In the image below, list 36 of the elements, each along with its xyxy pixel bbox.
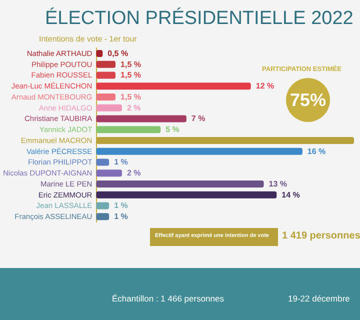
- data-label: 1 %: [114, 158, 128, 167]
- bar: [96, 126, 161, 134]
- bar: [96, 136, 354, 144]
- data-label: 1,5 %: [120, 70, 141, 80]
- text: 19-22 décembre: [288, 294, 350, 304]
- bar: [96, 202, 110, 210]
- bar: [96, 213, 110, 220]
- bar: [96, 60, 116, 68]
- data-label: 2 %: [126, 103, 141, 112]
- bar: [96, 170, 122, 177]
- bar: [96, 115, 186, 122]
- data-label: 1 %: [114, 201, 128, 210]
- data-label: 16 %: [307, 146, 326, 156]
- data-label: 1,5 %: [120, 92, 141, 102]
- data-label: 14 %: [282, 190, 300, 200]
- data-label: 7 %: [191, 114, 206, 124]
- annotation: 75%: [290, 90, 326, 110]
- bar: [96, 148, 302, 155]
- bar: [96, 158, 110, 166]
- bar: [96, 82, 251, 90]
- data-label: 1 %: [114, 212, 128, 222]
- data-label: 2 %: [126, 168, 141, 178]
- data-label: 0,5 %: [108, 48, 128, 58]
- bar: [96, 72, 116, 79]
- bar: [96, 93, 116, 100]
- data-label: 12 %: [256, 82, 274, 91]
- text: Échantillon : 1 466 personnes: [112, 294, 224, 304]
- bar: [96, 104, 122, 112]
- data-label: 13 %: [268, 179, 287, 188]
- chart-title: ÉLECTION PRÉSIDENTIELLE 2022: [45, 7, 354, 29]
- chart-subtitle: Intentions de vote - 1er tour: [39, 34, 138, 44]
- bar: [96, 180, 264, 188]
- text: 1 419 personnes: [282, 230, 360, 242]
- data-label: 5 %: [166, 125, 180, 134]
- data-label: 1,5 %: [120, 60, 141, 69]
- bar: [96, 191, 277, 198]
